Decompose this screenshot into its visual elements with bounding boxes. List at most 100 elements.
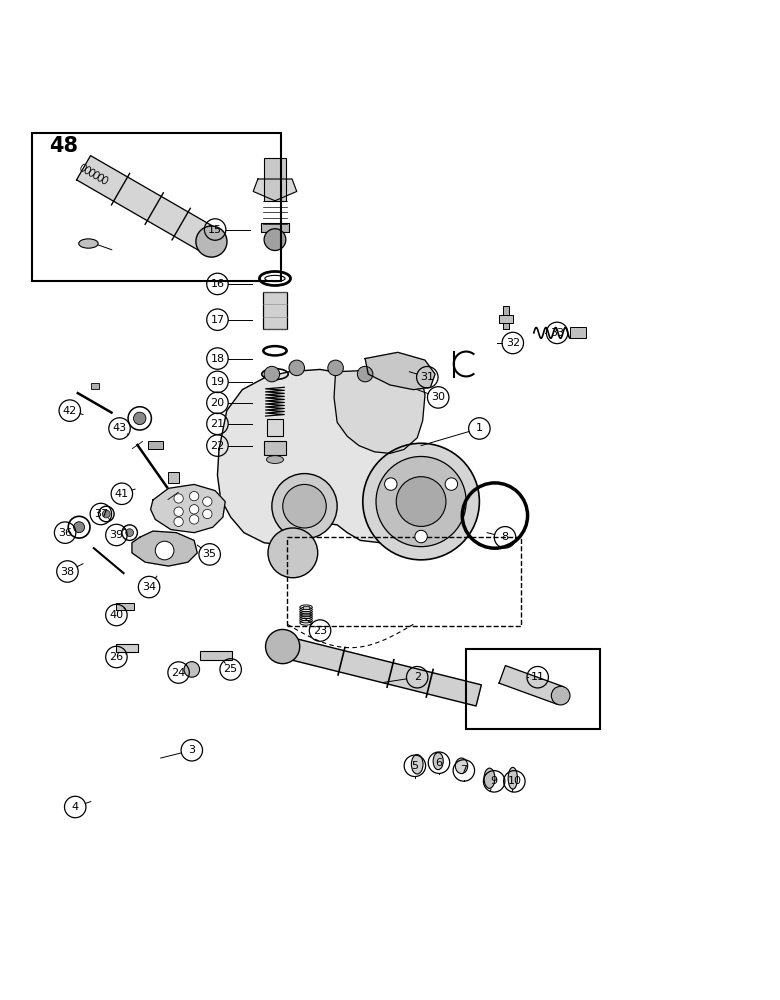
Circle shape bbox=[126, 529, 133, 537]
Text: 37: 37 bbox=[94, 509, 108, 519]
Bar bbox=[502, 306, 509, 329]
Circle shape bbox=[268, 528, 317, 578]
Circle shape bbox=[385, 478, 397, 490]
Text: 24: 24 bbox=[172, 668, 186, 678]
Circle shape bbox=[174, 494, 183, 503]
Text: 6: 6 bbox=[435, 758, 442, 768]
Bar bbox=[200, 651, 232, 660]
Circle shape bbox=[196, 226, 227, 257]
Text: 39: 39 bbox=[109, 530, 123, 540]
Polygon shape bbox=[254, 179, 296, 201]
Text: 30: 30 bbox=[431, 392, 445, 402]
Text: 42: 42 bbox=[62, 406, 77, 416]
Circle shape bbox=[272, 474, 337, 539]
Bar bbox=[116, 603, 133, 610]
Bar bbox=[261, 223, 289, 232]
Text: 15: 15 bbox=[208, 225, 222, 235]
Circle shape bbox=[282, 484, 326, 528]
Bar bbox=[466, 649, 600, 729]
Text: 36: 36 bbox=[58, 528, 72, 538]
Circle shape bbox=[174, 507, 183, 516]
Ellipse shape bbox=[456, 758, 468, 774]
Text: 35: 35 bbox=[203, 549, 217, 559]
Text: 5: 5 bbox=[411, 761, 418, 771]
Circle shape bbox=[133, 412, 146, 425]
Text: 20: 20 bbox=[211, 398, 225, 408]
Text: 10: 10 bbox=[507, 776, 521, 786]
Ellipse shape bbox=[433, 753, 443, 770]
Circle shape bbox=[328, 360, 343, 376]
Text: 9: 9 bbox=[491, 776, 498, 786]
Text: 11: 11 bbox=[530, 672, 544, 682]
Text: 31: 31 bbox=[420, 372, 434, 382]
Text: 43: 43 bbox=[112, 423, 126, 433]
Text: 38: 38 bbox=[60, 567, 75, 577]
Polygon shape bbox=[499, 666, 564, 704]
Text: 17: 17 bbox=[211, 315, 225, 325]
Text: 3: 3 bbox=[188, 745, 195, 755]
Circle shape bbox=[68, 516, 90, 538]
Circle shape bbox=[155, 541, 174, 560]
Circle shape bbox=[551, 686, 570, 705]
Bar bbox=[499, 315, 512, 323]
Bar bbox=[303, 606, 309, 609]
Text: 8: 8 bbox=[502, 532, 509, 542]
Circle shape bbox=[396, 477, 446, 526]
Polygon shape bbox=[132, 531, 197, 566]
Polygon shape bbox=[365, 352, 435, 390]
Ellipse shape bbox=[79, 239, 98, 248]
Circle shape bbox=[289, 360, 304, 376]
Bar bbox=[147, 441, 163, 449]
Text: 33: 33 bbox=[550, 328, 564, 338]
Circle shape bbox=[264, 366, 280, 382]
Text: 34: 34 bbox=[142, 582, 156, 592]
Bar bbox=[168, 472, 179, 483]
Text: 21: 21 bbox=[211, 419, 225, 429]
Circle shape bbox=[264, 229, 285, 251]
Circle shape bbox=[98, 506, 114, 522]
Bar bbox=[264, 158, 285, 201]
Bar bbox=[90, 383, 98, 389]
Text: 22: 22 bbox=[211, 441, 225, 451]
Circle shape bbox=[102, 510, 110, 518]
Bar bbox=[570, 327, 586, 338]
Text: 23: 23 bbox=[313, 626, 327, 636]
Circle shape bbox=[357, 366, 373, 382]
Bar bbox=[263, 292, 287, 329]
Circle shape bbox=[184, 662, 200, 677]
Ellipse shape bbox=[267, 456, 283, 463]
Text: 1: 1 bbox=[476, 423, 483, 433]
Polygon shape bbox=[76, 156, 218, 254]
Circle shape bbox=[445, 478, 458, 490]
Ellipse shape bbox=[508, 767, 517, 789]
Circle shape bbox=[363, 443, 480, 560]
Circle shape bbox=[128, 407, 151, 430]
Bar bbox=[264, 441, 285, 455]
Bar bbox=[268, 419, 282, 436]
Text: 18: 18 bbox=[211, 354, 225, 364]
Text: 4: 4 bbox=[72, 802, 79, 812]
Ellipse shape bbox=[484, 768, 495, 788]
Circle shape bbox=[190, 491, 199, 501]
Circle shape bbox=[265, 629, 300, 664]
Text: 32: 32 bbox=[505, 338, 519, 348]
Text: 48: 48 bbox=[50, 136, 79, 156]
Ellipse shape bbox=[411, 755, 423, 774]
Circle shape bbox=[190, 515, 199, 524]
Polygon shape bbox=[334, 369, 425, 453]
Text: 40: 40 bbox=[109, 610, 123, 620]
Text: 7: 7 bbox=[460, 765, 467, 775]
Circle shape bbox=[174, 517, 183, 526]
Text: 2: 2 bbox=[413, 672, 420, 682]
Circle shape bbox=[415, 530, 427, 543]
Text: 16: 16 bbox=[211, 279, 225, 289]
Text: 41: 41 bbox=[115, 489, 129, 499]
Circle shape bbox=[122, 525, 137, 540]
Circle shape bbox=[203, 509, 212, 519]
Polygon shape bbox=[151, 484, 225, 533]
Circle shape bbox=[203, 497, 212, 506]
Text: 26: 26 bbox=[109, 652, 123, 662]
Circle shape bbox=[376, 456, 466, 547]
Bar bbox=[116, 644, 138, 652]
Text: 19: 19 bbox=[211, 377, 225, 387]
